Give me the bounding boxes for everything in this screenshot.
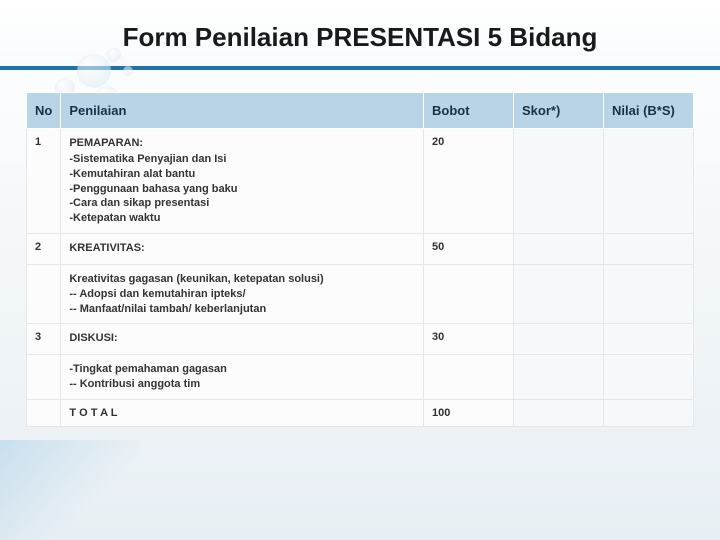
table-row-total: T O T A L 100 [27,399,694,426]
item-line: -Tingkat pemahaman gagasan [69,362,415,377]
cell-skor [514,264,604,324]
item-line: -Ketepatan waktu [69,211,415,226]
cell-bobot: 20 [424,129,514,234]
item-line: -- Adopsi dan kemutahiran ipteks/ [69,287,415,302]
cell-no: 2 [27,234,61,265]
table-row: Kreativitas gagasan (keunikan, ketepatan… [27,264,694,324]
cell-no [27,264,61,324]
cell-bobot [424,355,514,400]
table-header-row: No Penilaian Bobot Skor*) Nilai (B*S) [27,93,694,129]
col-nilai: Nilai (B*S) [604,93,694,129]
item-line: Kreativitas gagasan (keunikan, ketepatan… [69,272,415,287]
cell-no: 1 [27,129,61,234]
cell-no [27,355,61,400]
cell-bobot: 30 [424,324,514,355]
item-line: -Sistematika Penyajian dan Isi [69,152,415,167]
cell-skor [514,324,604,355]
cell-nilai [604,355,694,400]
cell-nilai [604,324,694,355]
item-title: PEMAPARAN: [69,136,415,151]
cell-no [27,399,61,426]
item-line: -Penggunaan bahasa yang baku [69,182,415,197]
assessment-table-container: No Penilaian Bobot Skor*) Nilai (B*S) 1 … [26,92,694,427]
table-row: 3 DISKUSI: 30 [27,324,694,355]
cell-penilaian: KREATIVITAS: [61,234,424,265]
col-penilaian: Penilaian [61,93,424,129]
cell-nilai [604,264,694,324]
corner-decoration [0,440,140,540]
item-line: -- Manfaat/nilai tambah/ keberlanjutan [69,302,415,317]
table-row: 2 KREATIVITAS: 50 [27,234,694,265]
cell-bobot: 50 [424,234,514,265]
cell-bobot: 100 [424,399,514,426]
cell-skor [514,355,604,400]
item-line: -- Kontribusi anggota tim [69,377,415,392]
table-row: -Tingkat pemahaman gagasan -- Kontribusi… [27,355,694,400]
cell-skor [514,129,604,234]
col-skor: Skor*) [514,93,604,129]
cell-skor [514,399,604,426]
assessment-table: No Penilaian Bobot Skor*) Nilai (B*S) 1 … [26,92,694,427]
col-bobot: Bobot [424,93,514,129]
cell-penilaian: -Tingkat pemahaman gagasan -- Kontribusi… [61,355,424,400]
item-title: DISKUSI: [69,331,415,346]
col-no: No [27,93,61,129]
item-line: -Kemutahiran alat bantu [69,167,415,182]
table-row: 1 PEMAPARAN: -Sistematika Penyajian dan … [27,129,694,234]
cell-nilai [604,399,694,426]
cell-nilai [604,129,694,234]
item-line: -Cara dan sikap presentasi [69,196,415,211]
page-title: Form Penilaian PRESENTASI 5 Bidang [0,22,720,53]
cell-penilaian: Kreativitas gagasan (keunikan, ketepatan… [61,264,424,324]
item-title: KREATIVITAS: [69,241,415,256]
cell-bobot [424,264,514,324]
cell-penilaian: PEMAPARAN: -Sistematika Penyajian dan Is… [61,129,424,234]
cell-total-label: T O T A L [61,399,424,426]
cell-nilai [604,234,694,265]
cell-penilaian: DISKUSI: [61,324,424,355]
cell-no: 3 [27,324,61,355]
cell-skor [514,234,604,265]
